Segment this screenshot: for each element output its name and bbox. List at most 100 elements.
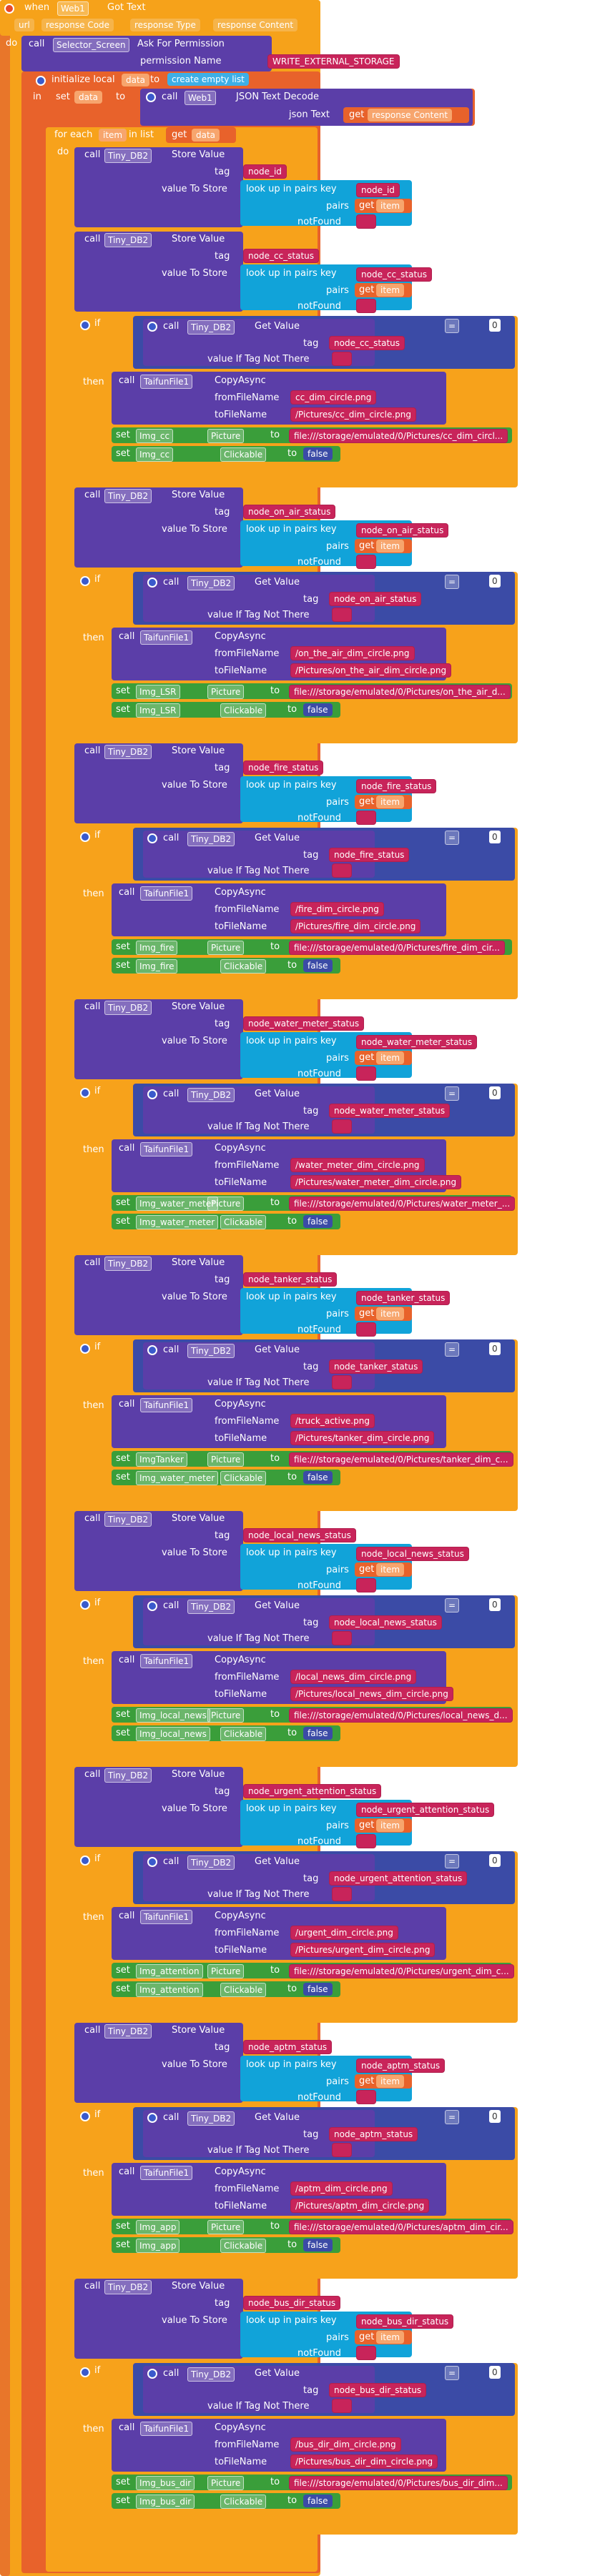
notfound-value[interactable]: [356, 811, 376, 825]
lookup-key-value[interactable]: node_fire_status: [356, 779, 437, 793]
get-value-gear-icon[interactable]: [147, 578, 157, 588]
compare-zero[interactable]: 0: [489, 1854, 501, 1867]
vitnt-value[interactable]: [332, 863, 352, 878]
set-picture-component[interactable]: Img_bus_dir: [136, 2476, 195, 2490]
taifun-component[interactable]: TaifunFile1: [140, 1142, 193, 1156]
store-value-block[interactable]: [74, 743, 243, 823]
notfound-value[interactable]: [356, 1322, 376, 1337]
if-gear-icon[interactable]: [80, 1856, 90, 1866]
get-item-var[interactable]: item: [376, 1563, 405, 1576]
notfound-value[interactable]: [356, 2090, 376, 2104]
set-picture-prop[interactable]: Picture: [207, 1964, 245, 1978]
get-value-tag[interactable]: node_bus_dir_status: [329, 2383, 427, 2397]
to-value[interactable]: /Pictures/water_meter_dim_circle.png: [290, 1175, 462, 1189]
set-clickable-component[interactable]: Img_LSR: [136, 703, 180, 718]
store-tag-value[interactable]: node_id: [243, 164, 287, 179]
get-value-tag[interactable]: node_water_meter_status: [329, 1104, 451, 1118]
event-component-dropdown[interactable]: Web1: [57, 1, 89, 16]
to-value[interactable]: /Pictures/cc_dim_circle.png: [290, 407, 417, 422]
store-tag-value[interactable]: node_tanker_status: [243, 1272, 338, 1287]
false-value[interactable]: false: [303, 1471, 333, 1484]
get-value-tag[interactable]: node_tanker_status: [329, 1359, 423, 1374]
false-value[interactable]: false: [303, 1727, 333, 1740]
notfound-value[interactable]: [356, 1066, 376, 1081]
get-value-component[interactable]: Tiny_DB2: [187, 832, 235, 846]
if-gear-icon[interactable]: [80, 2367, 90, 2377]
store-value-block[interactable]: [74, 232, 243, 312]
if-gear-icon[interactable]: [80, 1344, 90, 1354]
set-clickable-component[interactable]: Img_app: [136, 2239, 180, 2253]
set-clickable-prop[interactable]: Clickable: [220, 2239, 267, 2253]
from-value[interactable]: /on_the_air_dim_circle.png: [290, 646, 415, 660]
lookup-key-value[interactable]: node_on_air_status: [356, 523, 449, 538]
store-value-block[interactable]: [74, 1255, 243, 1335]
lookup-key-value[interactable]: node_bus_dir_status: [356, 2314, 454, 2329]
compare-zero[interactable]: 0: [489, 1086, 501, 1099]
if-gear-icon[interactable]: [80, 320, 90, 330]
store-value-block[interactable]: [74, 2023, 243, 2103]
to-value[interactable]: /Pictures/urgent_dim_circle.png: [290, 1943, 436, 1957]
set-picture-prop[interactable]: Picture: [207, 1708, 245, 1723]
set-clickable-component[interactable]: Img_fire: [136, 959, 178, 974]
set-picture-prop[interactable]: Picture: [207, 2220, 245, 2234]
get-value-component[interactable]: Tiny_DB2: [187, 1600, 235, 1614]
compare-op[interactable]: =: [445, 831, 460, 845]
get-value-tag[interactable]: node_on_air_status: [329, 592, 422, 606]
tinydb-component[interactable]: Tiny_DB2: [104, 2024, 152, 2038]
compare-zero[interactable]: 0: [489, 319, 501, 332]
tinydb-component[interactable]: Tiny_DB2: [104, 149, 152, 163]
compare-op[interactable]: =: [445, 575, 460, 589]
set-clickable-block[interactable]: [112, 446, 340, 462]
get-value-component[interactable]: Tiny_DB2: [187, 320, 235, 335]
store-tag-value[interactable]: node_on_air_status: [243, 505, 336, 519]
get-value-gear-icon[interactable]: [147, 2113, 157, 2123]
get-item-var[interactable]: item: [376, 284, 405, 297]
compare-zero[interactable]: 0: [489, 1598, 501, 1611]
vitnt-value[interactable]: [332, 2399, 352, 2413]
tinydb-component[interactable]: Tiny_DB2: [104, 745, 152, 759]
compare-op[interactable]: =: [445, 2366, 460, 2380]
set-picture-value[interactable]: file:///storage/emulated/0/Pictures/bus_…: [289, 2476, 508, 2490]
compare-op[interactable]: =: [445, 319, 460, 333]
get-value-tag[interactable]: node_cc_status: [329, 336, 405, 350]
set-clickable-component[interactable]: Img_bus_dir: [136, 2495, 195, 2509]
get-value-tag[interactable]: node_local_news_status: [329, 1615, 442, 1630]
get-value-component[interactable]: Tiny_DB2: [187, 2367, 235, 2382]
json-decode-component[interactable]: Web1: [185, 91, 216, 105]
lookup-key-value[interactable]: node_local_news_status: [356, 1547, 469, 1561]
get-value-gear-icon[interactable]: [147, 322, 157, 332]
set-picture-value[interactable]: file:///storage/emulated/0/Pictures/tank…: [289, 1452, 513, 1467]
tinydb-component[interactable]: Tiny_DB2: [104, 1512, 152, 1527]
from-value[interactable]: /water_meter_dim_circle.png: [290, 1158, 425, 1172]
set-picture-value[interactable]: file:///storage/emulated/0/Pictures/aptm…: [289, 2220, 513, 2234]
get-value-gear-icon[interactable]: [147, 1345, 157, 1355]
set-picture-component[interactable]: Img_app: [136, 2220, 180, 2234]
from-value[interactable]: /local_news_dim_circle.png: [290, 1670, 417, 1684]
store-tag-value[interactable]: node_cc_status: [243, 249, 320, 263]
get-value-gear-icon[interactable]: [147, 833, 157, 843]
get-item-var[interactable]: item: [376, 1819, 405, 1832]
set-clickable-block[interactable]: [112, 2493, 340, 2509]
notfound-value[interactable]: [356, 214, 376, 229]
get-value-gear-icon[interactable]: [147, 1857, 157, 1867]
compare-op[interactable]: =: [445, 1086, 460, 1101]
set-picture-prop[interactable]: Picture: [207, 1197, 245, 1211]
store-value-block[interactable]: [74, 2279, 243, 2359]
vitnt-value[interactable]: [332, 1887, 352, 1901]
get-value-gear-icon[interactable]: [147, 2369, 157, 2379]
set-clickable-prop[interactable]: Clickable: [220, 1215, 267, 1229]
set-picture-value[interactable]: file:///storage/emulated/0/Pictures/fire…: [289, 941, 505, 955]
false-value[interactable]: false: [303, 1983, 333, 1996]
get-value-gear-icon[interactable]: [147, 1089, 157, 1099]
init-var-name[interactable]: data: [122, 74, 150, 86]
ask-permission-block[interactable]: [21, 36, 272, 71]
get-value-component[interactable]: Tiny_DB2: [187, 1344, 235, 1358]
lookup-key-value[interactable]: node_id: [356, 183, 400, 197]
taifun-component[interactable]: TaifunFile1: [140, 630, 193, 645]
store-tag-value[interactable]: node_water_meter_status: [243, 1016, 365, 1031]
json-decode-gear-icon[interactable]: [146, 92, 156, 102]
set-picture-value[interactable]: file:///storage/emulated/0/Pictures/urge…: [289, 1964, 514, 1978]
create-empty-list[interactable]: create empty list: [167, 73, 249, 86]
if-gear-icon[interactable]: [80, 1088, 90, 1098]
init-gear-icon[interactable]: [36, 76, 46, 86]
